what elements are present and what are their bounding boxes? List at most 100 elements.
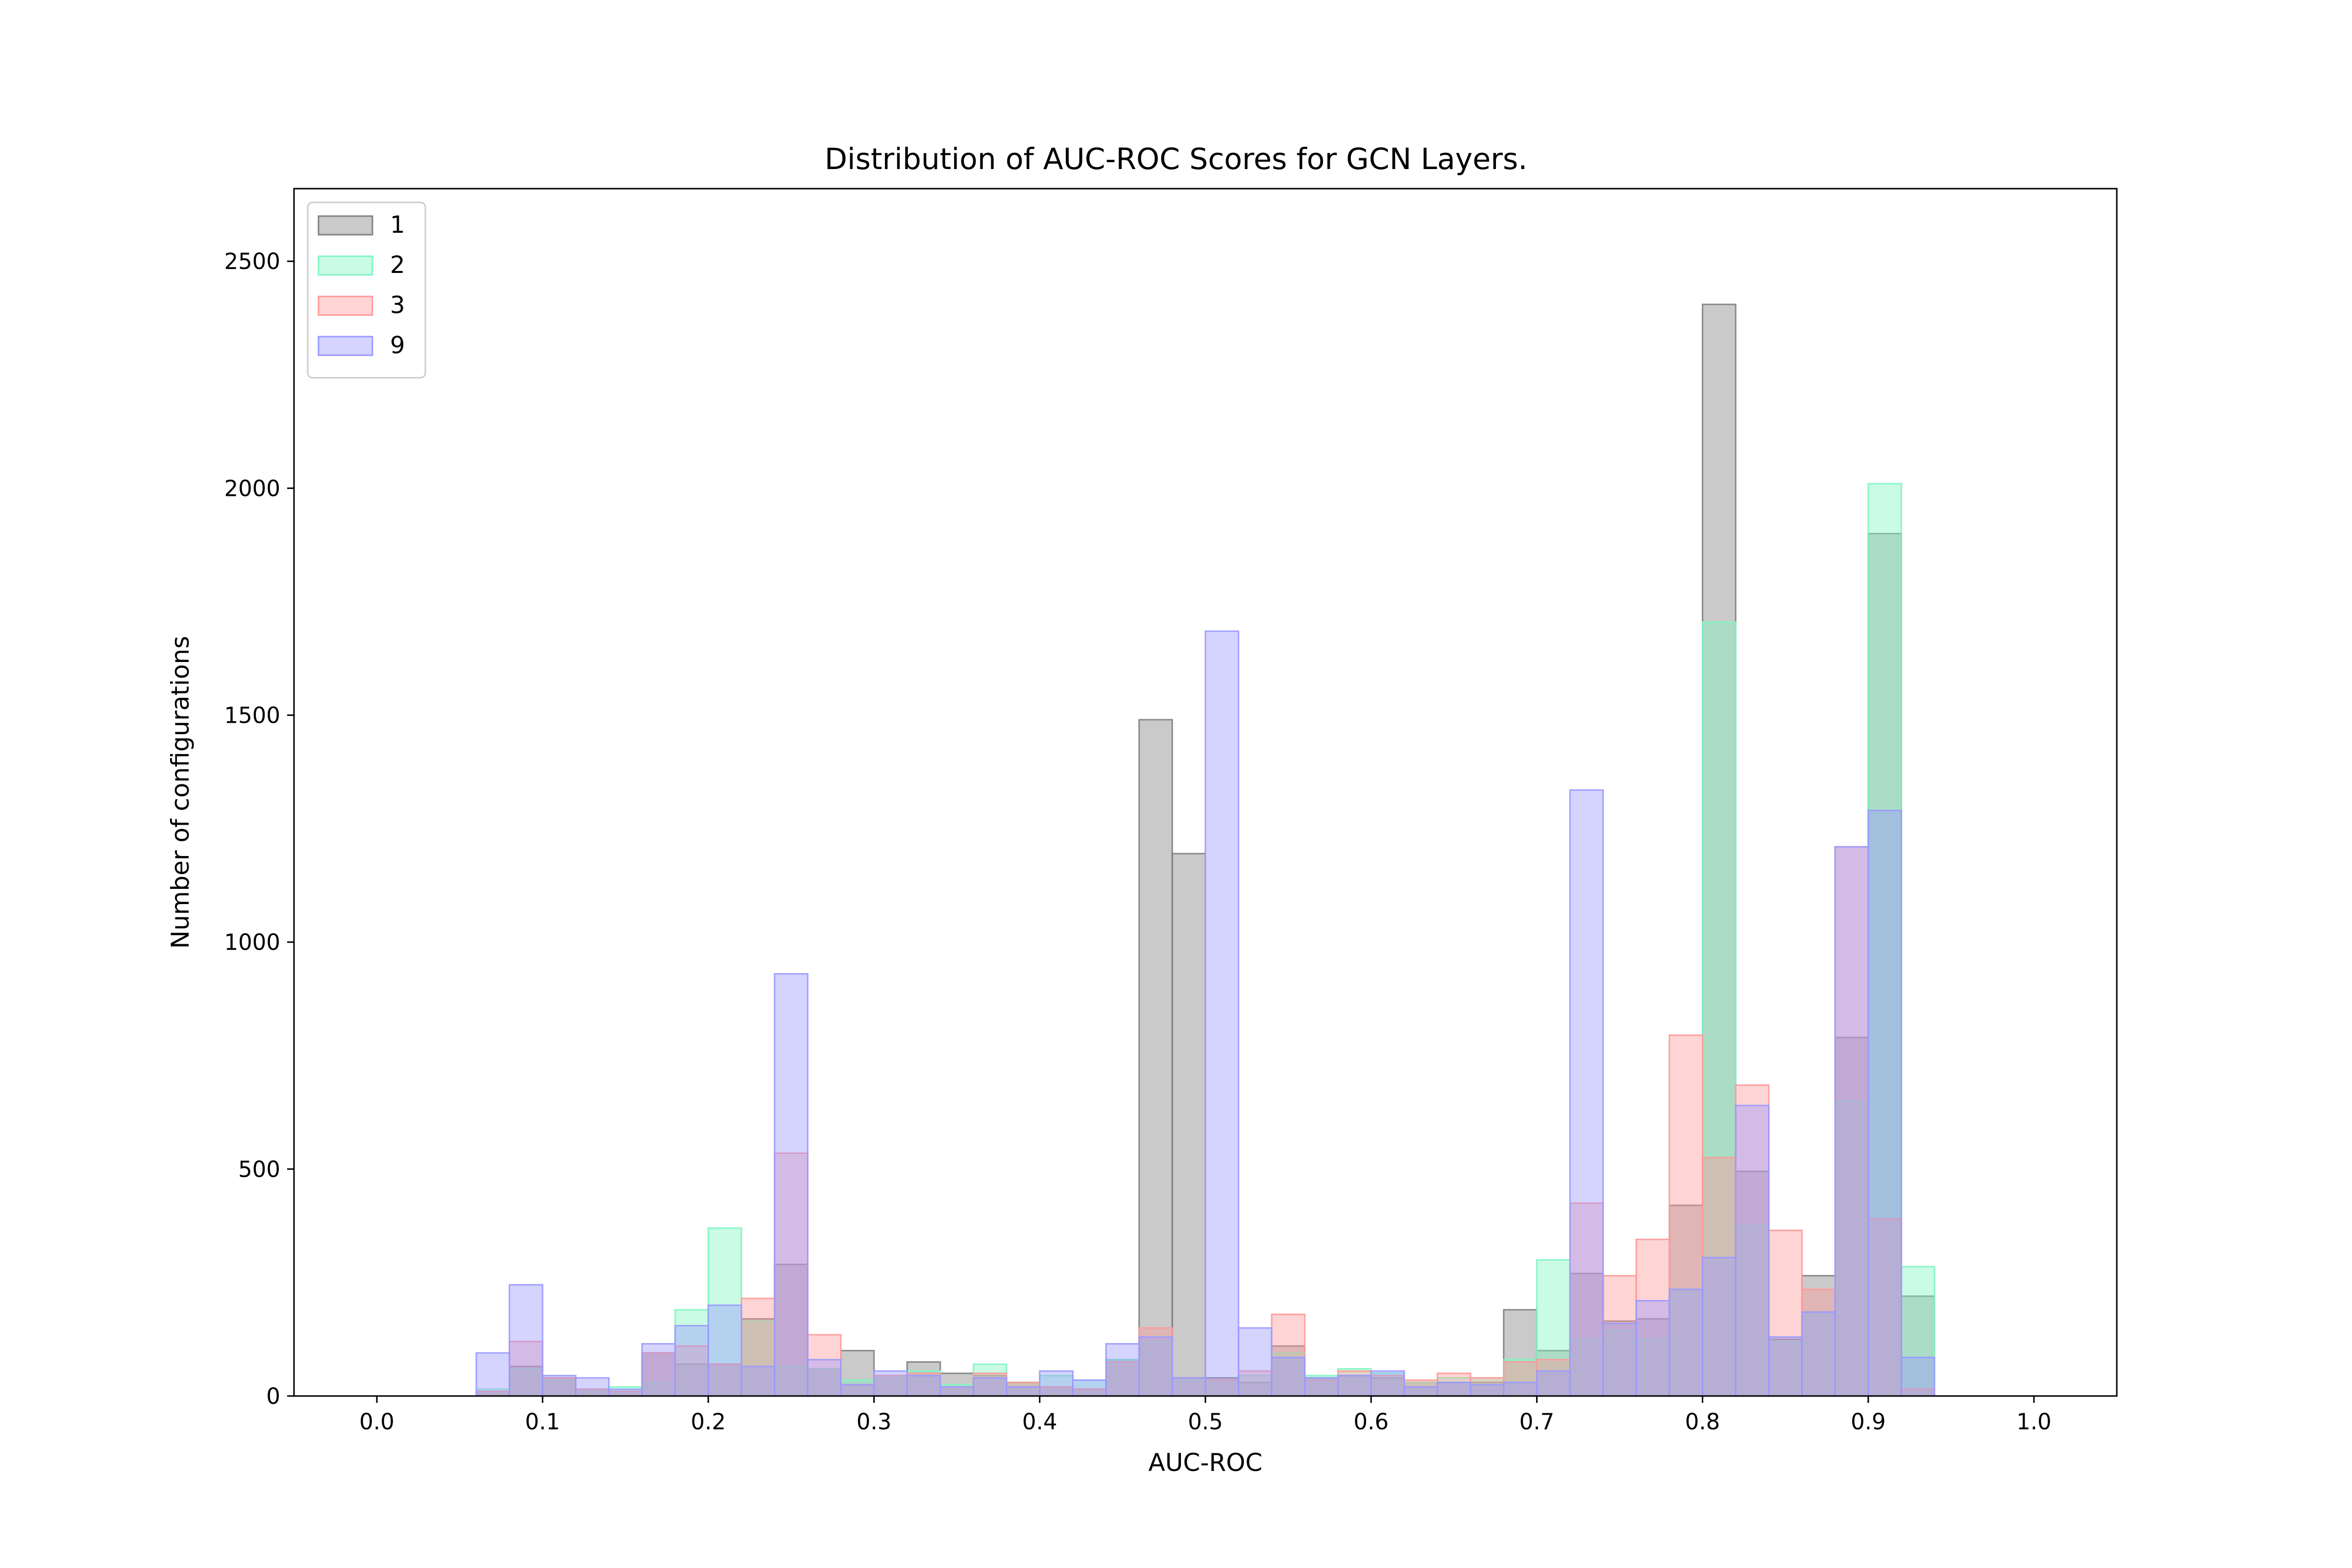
bar-series-9-21 (1171, 1377, 1206, 1397)
bar-series-2-19 (1105, 1359, 1140, 1397)
bar-series-9-9 (774, 973, 808, 1397)
series-9 (475, 630, 1936, 1397)
bar-series-9-19 (1105, 1343, 1140, 1397)
bar-series-9-34 (1602, 1323, 1637, 1397)
bar-series-3-10 (807, 1334, 842, 1397)
x-axis: 0.0 0.1 0.2 0.3 0.4 0.5 0.6 0.7 0.8 0.9 1.0 (359, 1396, 2052, 1435)
bar-series-2-37 (1702, 621, 1737, 1397)
bar-series-9-29 (1436, 1381, 1471, 1397)
x-tick-label-0: 0.0 (359, 1409, 394, 1435)
bar-series-9-40 (1801, 1311, 1836, 1397)
bar-series-3-36 (1668, 1034, 1704, 1397)
bar-series-1-8 (740, 1318, 776, 1397)
bar-series-9-15 (973, 1377, 1007, 1397)
bar-series-1-41 (1834, 1036, 1869, 1397)
bar-series-9-0 (475, 1352, 511, 1397)
bar-series-2-15 (973, 1363, 1007, 1397)
bar-series-9-37 (1702, 1256, 1737, 1397)
legend-label-3: 3 (390, 292, 405, 319)
bar-series-9-14 (939, 1386, 975, 1397)
bar-series-2-38 (1735, 1225, 1770, 1397)
bar-series-9-7 (707, 1304, 742, 1397)
x-tick-label-9: 0.9 (1851, 1409, 1886, 1435)
bar-series-3-35 (1635, 1238, 1670, 1397)
bar-series-9-17 (1039, 1370, 1074, 1397)
x-axis-title: AUC-ROC (1149, 1448, 1263, 1477)
legend-swatch-9 (318, 336, 373, 356)
bar-series-9-41 (1834, 846, 1869, 1397)
x-tick-label-3: 0.3 (857, 1409, 892, 1435)
y-tick-label-0: 0 (266, 1383, 280, 1409)
bar-series-2-34 (1602, 1329, 1637, 1397)
bar-series-9-28 (1403, 1386, 1438, 1397)
bar-series-9-16 (1005, 1386, 1041, 1397)
bar-series-9-10 (807, 1359, 842, 1397)
legend-swatch-1 (318, 215, 373, 236)
bar-series-9-18 (1072, 1379, 1107, 1397)
chart-title: Distribution of AUC-ROC Scores for GCN L… (825, 142, 1527, 176)
y-tick-label-5: 2500 (224, 248, 280, 274)
bar-series-1-20 (1138, 719, 1173, 1397)
bar-series-9-35 (1635, 1299, 1670, 1397)
legend-label-1: 1 (390, 211, 405, 239)
bar-series-9-8 (740, 1366, 776, 1397)
bar-series-9-38 (1735, 1104, 1770, 1397)
bar-series-3-27 (1370, 1374, 1405, 1397)
bar-series-9-31 (1503, 1381, 1538, 1397)
x-tick-label-6: 0.6 (1353, 1409, 1389, 1435)
bar-series-1-35 (1635, 1318, 1670, 1397)
x-tick-label-10: 1.0 (2016, 1409, 2052, 1435)
bar-series-3-19 (1105, 1361, 1140, 1397)
bar-series-9-22 (1204, 630, 1240, 1397)
x-tick-label-5: 0.5 (1188, 1409, 1223, 1435)
bar-series-9-33 (1569, 789, 1604, 1397)
y-tick-label-1: 500 (238, 1156, 280, 1182)
bar-series-9-39 (1768, 1336, 1803, 1397)
bar-series-2-2 (541, 1379, 577, 1397)
y-tick-label-3: 1500 (224, 703, 280, 729)
legend-label-9: 9 (390, 332, 405, 359)
bar-series-9-2 (541, 1374, 577, 1397)
bar-series-9-32 (1536, 1370, 1571, 1397)
y-tick-label-2: 1000 (224, 930, 280, 956)
bar-series-9-6 (674, 1324, 709, 1397)
x-tick-label-8: 0.8 (1685, 1409, 1720, 1435)
bar-series-9-36 (1668, 1288, 1704, 1397)
bar-series-9-43 (1900, 1356, 1936, 1397)
bar-series-9-25 (1304, 1377, 1339, 1397)
bar-series-2-39 (1768, 1341, 1803, 1397)
bar-series-9-30 (1470, 1384, 1505, 1397)
y-axis-title: Number of configurations (166, 636, 195, 949)
legend-swatch-3 (318, 295, 373, 316)
bar-series-3-5 (641, 1352, 676, 1397)
bar-series-3-39 (1768, 1229, 1803, 1397)
bar-series-9-13 (906, 1374, 941, 1397)
bar-series-2-6 (674, 1309, 709, 1397)
bar-series-9-1 (509, 1284, 543, 1397)
legend-swatch-2 (318, 255, 373, 276)
bar-series-1-22 (1204, 1377, 1240, 1397)
bar-series-1-7 (707, 1363, 742, 1397)
bar-series-3-41 (1834, 846, 1869, 1397)
bar-series-2-7 (707, 1227, 742, 1397)
y-axis: 0 500 1000 1500 2000 2500 (224, 248, 294, 1409)
bar-series-3-37 (1702, 1157, 1737, 1397)
bar-series-9-23 (1238, 1327, 1273, 1397)
bar-series-3-40 (1801, 1288, 1836, 1397)
legend: 1 2 3 9 (307, 201, 426, 379)
bar-series-9-5 (641, 1343, 676, 1397)
bar-series-1-42 (1867, 533, 1902, 1397)
legend-box (307, 201, 426, 379)
bar-series-3-33 (1569, 1202, 1604, 1397)
bar-series-1-15 (973, 1374, 1007, 1397)
bar-series-1-21 (1171, 853, 1206, 1397)
bar-series-9-26 (1337, 1374, 1372, 1397)
bar-series-9-42 (1867, 809, 1902, 1397)
x-tick-label-4: 0.4 (1022, 1409, 1057, 1435)
bar-series-3-9 (774, 1152, 808, 1397)
legend-label-2: 2 (390, 251, 405, 279)
bar-series-2-10 (807, 1368, 842, 1397)
bar-series-1-36 (1668, 1204, 1704, 1397)
bar-series-9-24 (1271, 1356, 1306, 1397)
